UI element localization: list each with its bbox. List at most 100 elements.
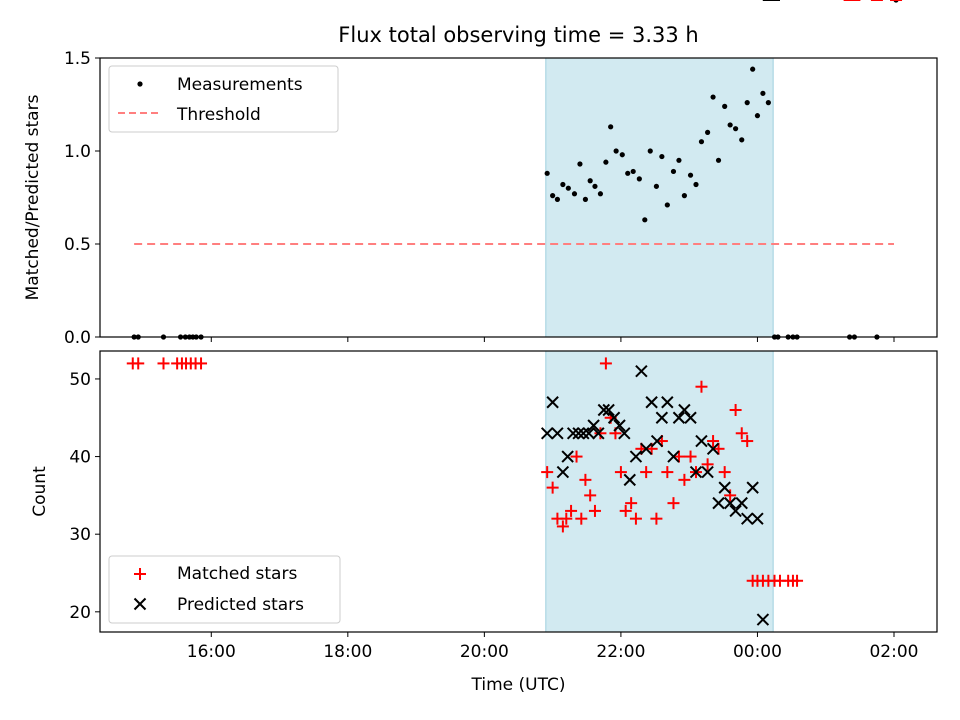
matched-star-marker <box>556 520 569 533</box>
predicted-star-marker <box>556 465 570 479</box>
predicted-star-marker <box>582 427 596 440</box>
top-legend: Measurements Threshold <box>108 65 339 133</box>
matched-star-marker <box>661 466 674 479</box>
matched-star-marker <box>672 450 685 463</box>
predicted-star-marker <box>597 403 611 417</box>
measurement-point <box>550 193 556 199</box>
x-tick-label: 22:00 <box>596 642 645 662</box>
predicted-star-marker <box>602 403 615 417</box>
bottom-observing-window <box>545 350 774 633</box>
matched-star-marker <box>625 497 638 510</box>
y-tick-label: 50 <box>69 370 91 390</box>
predicted-star-marker <box>566 427 580 440</box>
measurement-point <box>577 161 583 167</box>
matched-star-marker <box>695 380 708 393</box>
predicted-star-marker <box>613 419 626 432</box>
matched-star-marker <box>588 504 601 517</box>
predicted-star-marker <box>551 427 564 440</box>
y-tick-label: 0.0 <box>64 328 91 348</box>
x-tick-label: 16:00 <box>187 642 236 662</box>
predicted-star-marker <box>729 504 742 518</box>
measurement-point <box>715 157 722 163</box>
matched-star-marker <box>157 357 170 370</box>
x-tick-label: 00:00 <box>733 642 782 662</box>
matched-star-marker <box>619 504 632 517</box>
predicted-star-marker <box>706 442 720 456</box>
measurement-point <box>722 103 728 109</box>
measurement-point <box>705 129 711 135</box>
x-tick-label: 02:00 <box>869 642 918 662</box>
measurement-point <box>642 217 648 223</box>
measurement-point <box>565 185 571 191</box>
predicted-star-marker <box>689 465 703 479</box>
matched-star-marker <box>735 427 748 440</box>
top-axes-frame <box>99 57 938 338</box>
predicted-stars-points <box>540 0 781 626</box>
predicted-star-marker <box>741 512 754 525</box>
measurement-point <box>698 139 705 145</box>
matched-star-marker <box>741 435 754 448</box>
predicted-star-marker <box>735 496 748 510</box>
top-legend-box <box>108 65 339 133</box>
predicted-star-marker <box>577 427 590 440</box>
matched-star-marker <box>707 435 720 448</box>
legend-threshold-label: Threshold <box>176 105 261 125</box>
y-tick-label: 1.5 <box>64 49 91 69</box>
top-observing-window <box>545 57 774 338</box>
measurement-point <box>608 124 614 130</box>
legend-predicted-marker <box>133 597 147 611</box>
x-tick-label: 20:00 <box>460 642 509 662</box>
measurement-point <box>544 170 550 176</box>
predicted-star-marker <box>701 465 714 479</box>
predicted-star-marker <box>655 411 669 424</box>
measurement-point <box>681 193 687 199</box>
matched-star-marker <box>195 357 208 370</box>
y-tick-label: 20 <box>69 603 91 623</box>
predicted-star-marker <box>623 473 636 487</box>
matched-star-marker <box>629 512 642 525</box>
measurement-point <box>592 183 598 189</box>
matched-star-marker <box>712 442 725 455</box>
predicted-star-marker <box>561 450 574 463</box>
predicted-star-marker <box>650 434 664 448</box>
matched-star-marker <box>729 403 742 416</box>
matched-star-marker <box>565 504 578 517</box>
observing-window-band <box>545 350 774 633</box>
predicted-star-marker <box>746 481 759 494</box>
y-tick-label: 30 <box>69 525 91 545</box>
predicted-star-marker <box>678 403 691 417</box>
predicted-star-marker <box>712 496 725 510</box>
predicted-star-marker <box>684 411 697 424</box>
measurement-point <box>625 170 631 176</box>
predicted-star-marker <box>587 419 600 432</box>
predicted-star-marker <box>540 427 554 440</box>
measurement-point <box>693 181 699 188</box>
predicted-star-marker <box>667 450 680 463</box>
matched-star-marker <box>667 497 680 510</box>
legend-measurements-label: Measurements <box>177 75 303 95</box>
bottom-x-ticks: 16:00 18:00 20:00 22:00 00:00 02:00 <box>187 632 918 662</box>
matched-star-marker <box>614 466 627 479</box>
predicted-star-marker <box>751 512 764 525</box>
matched-star-marker <box>650 512 663 525</box>
predicted-star-marker <box>695 434 708 448</box>
measurement-point <box>727 122 733 128</box>
observing-window-band <box>545 57 774 338</box>
matched-star-marker <box>584 489 597 502</box>
y-tick-label: 0.5 <box>64 235 91 255</box>
legend-predicted-label: Predicted stars <box>177 595 304 615</box>
measurement-point <box>571 191 578 197</box>
measurement-point <box>582 196 589 202</box>
measurement-point <box>653 183 660 189</box>
matched-star-marker <box>678 473 691 486</box>
matched-star-marker <box>684 450 697 463</box>
measurement-point <box>687 172 694 178</box>
predicted-star-marker <box>661 396 674 409</box>
predicted-star-marker <box>718 481 731 494</box>
bottom-y-axis-label: Count <box>30 466 50 517</box>
predicted-star-marker <box>629 450 643 463</box>
legend-matched-label: Matched stars <box>177 564 297 584</box>
predicted-star-marker <box>592 427 605 440</box>
measurement-point <box>710 94 716 100</box>
predicted-star-marker <box>645 396 658 409</box>
